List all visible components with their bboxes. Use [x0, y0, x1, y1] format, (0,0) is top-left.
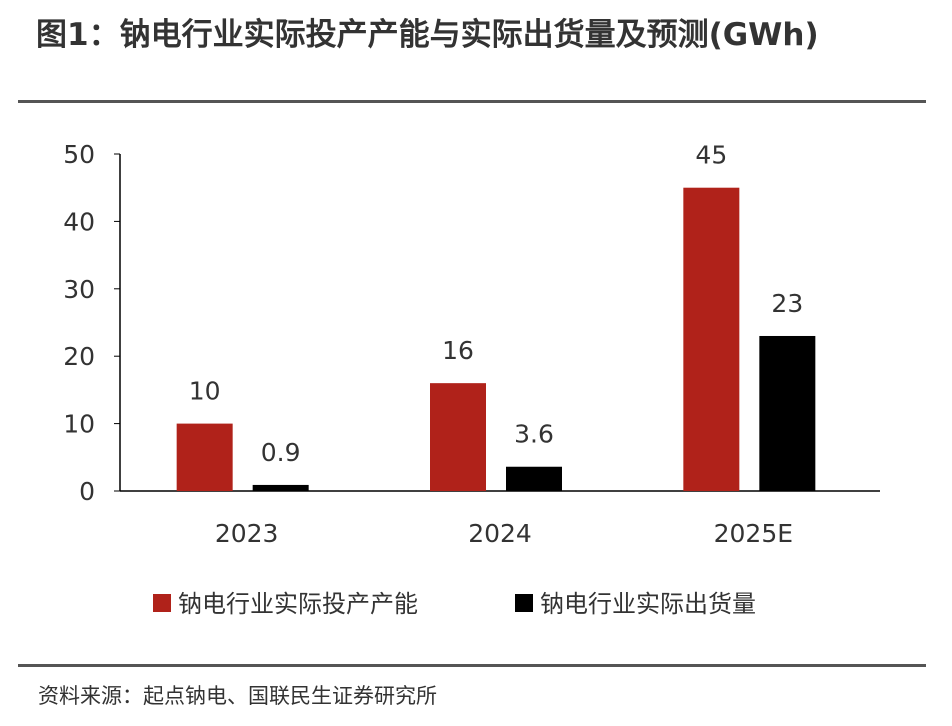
- y-tick-label: 20: [63, 342, 95, 371]
- source-note: 资料来源：起点钠电、国联民生证券研究所: [38, 684, 437, 708]
- chart-title: 图1：钠电行业实际投产产能与实际出货量及预测(GWh): [36, 17, 819, 53]
- bar: [430, 383, 486, 491]
- legend-label: 钠电行业实际投产产能: [178, 590, 418, 618]
- data-label: 3.6: [514, 420, 554, 449]
- bar: [683, 187, 740, 491]
- data-label: 0.9: [261, 438, 301, 467]
- data-label: 45: [695, 141, 727, 170]
- bottom-divider: [18, 664, 926, 667]
- y-tick-label: 40: [63, 207, 95, 236]
- x-tick-label: 2025E: [714, 519, 793, 548]
- data-label: 16: [442, 336, 474, 365]
- bar: [759, 335, 816, 491]
- y-tick-label: 0: [79, 477, 95, 506]
- bar-chart: 0 10 20 30 40 50 2023 10 0.9 2024 16 3.6 2025E 45 23 钠电…: [63, 140, 880, 618]
- bar: [176, 423, 233, 491]
- bar: [252, 484, 309, 491]
- y-tick-label: 30: [63, 275, 95, 304]
- data-label: 10: [189, 377, 221, 406]
- x-tick-label: 2024: [468, 519, 532, 548]
- x-tick-label: 2023: [215, 519, 279, 548]
- top-divider: [18, 100, 926, 103]
- legend-swatch: [153, 594, 171, 612]
- data-label: 23: [771, 289, 803, 318]
- y-tick-label: 10: [63, 410, 95, 439]
- y-tick-label: 50: [63, 140, 95, 169]
- legend-swatch: [515, 594, 533, 612]
- bar: [506, 466, 562, 491]
- legend-label: 钠电行业实际出货量: [540, 590, 756, 618]
